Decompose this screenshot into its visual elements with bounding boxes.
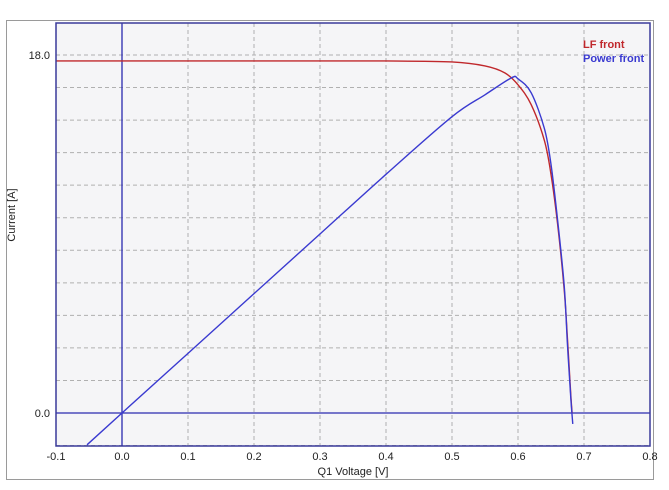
y-tick-label: 18.0: [29, 50, 50, 62]
x-tick-labels: -0.1 0.0 0.1 0.2 0.3 0.4 0.5 0.6 0.7 0.8: [47, 451, 658, 463]
x-tick-label: 0.5: [444, 451, 459, 463]
plot-area: [56, 23, 650, 446]
data-series: [55, 60, 574, 446]
x-tick-label: 0.3: [312, 451, 327, 463]
zero-axis-lines: [56, 23, 650, 446]
x-tick-label: 0.7: [576, 451, 591, 463]
plot-border: [55, 22, 651, 447]
x-tick-label: 0.0: [114, 451, 129, 463]
y-axis-label: Current [A]: [6, 188, 18, 241]
legend-entry-power-front: Power front: [583, 53, 644, 65]
y-tick-label: 0.0: [35, 408, 50, 420]
x-tick-label: 0.2: [246, 451, 261, 463]
y-tick-labels: 0.0 18.0: [29, 50, 50, 420]
legend-entry-lf-front: LF front: [583, 39, 625, 51]
series-line-power-front: [86, 75, 574, 446]
x-tick-label: 0.6: [510, 451, 525, 463]
x-tick-label: 0.8: [642, 451, 657, 463]
x-tick-label: -0.1: [47, 451, 66, 463]
gridlines: [56, 23, 650, 447]
x-tick-label: 0.4: [378, 451, 393, 463]
x-tick-label: 0.1: [180, 451, 195, 463]
x-axis-label: Q1 Voltage [V]: [318, 466, 389, 478]
legend: LF front Power front: [583, 39, 644, 65]
